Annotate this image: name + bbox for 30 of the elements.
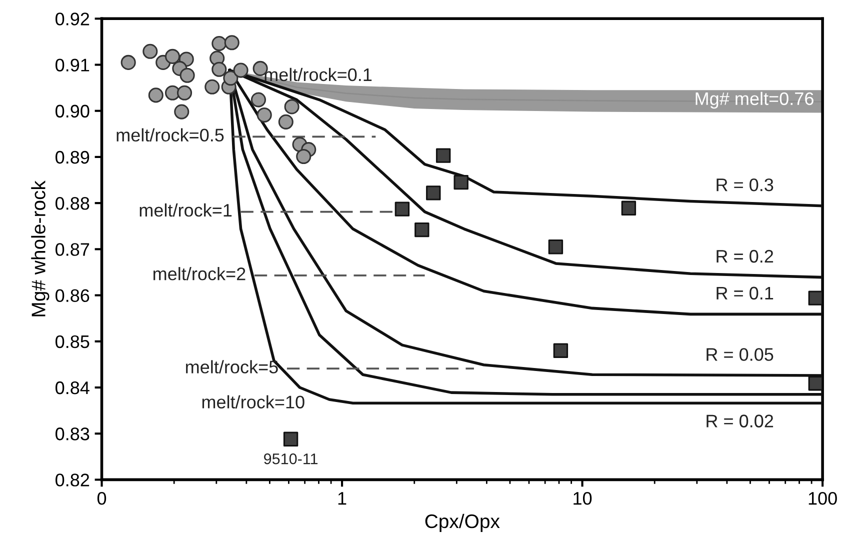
y-tick-label: 0.84 [56, 381, 90, 394]
x-axis-title: Cpx/Opx [425, 514, 500, 532]
y-tick-label: 0.88 [56, 197, 90, 210]
annotation: melt/rock=1 [140, 203, 232, 217]
annotation: melt/rock=0.1 [264, 68, 372, 82]
x-tick-label: 0 [97, 492, 106, 505]
annotation: melt/rock=0.5 [116, 128, 224, 142]
series-label: R = 0.02 [706, 414, 774, 428]
annotation: 9510-11 [264, 453, 318, 464]
series-label: R = 0.05 [706, 348, 774, 361]
y-tick-label: 0.92 [56, 12, 90, 26]
annotation: melt/rock=10 [202, 395, 304, 408]
y-axis-title: Mg# whole-rock [31, 180, 50, 316]
series-label: Mg# melt=0.76 [696, 92, 814, 109]
y-tick-label: 0.86 [56, 289, 90, 302]
y-tick-label: 0.82 [56, 474, 90, 486]
y-tick-label: 0.89 [56, 150, 90, 164]
y-tick-label: 0.91 [56, 58, 90, 72]
y-tick-label: 0.90 [56, 104, 90, 118]
x-tick-label: 10 [574, 492, 592, 505]
y-tick-label: 0.85 [56, 335, 90, 348]
series-label: R = 0.3 [716, 178, 774, 192]
x-tick-label: 1 [338, 492, 346, 505]
y-tick-label: 0.87 [56, 243, 90, 256]
annotation: melt/rock=2 [153, 267, 246, 280]
annotation: melt/rock=5 [186, 360, 278, 374]
x-tick-label: 100 [808, 492, 837, 505]
y-tick-label: 0.83 [56, 428, 90, 440]
series-label: R = 0.2 [716, 250, 774, 263]
series-label: R = 0.1 [716, 286, 774, 300]
